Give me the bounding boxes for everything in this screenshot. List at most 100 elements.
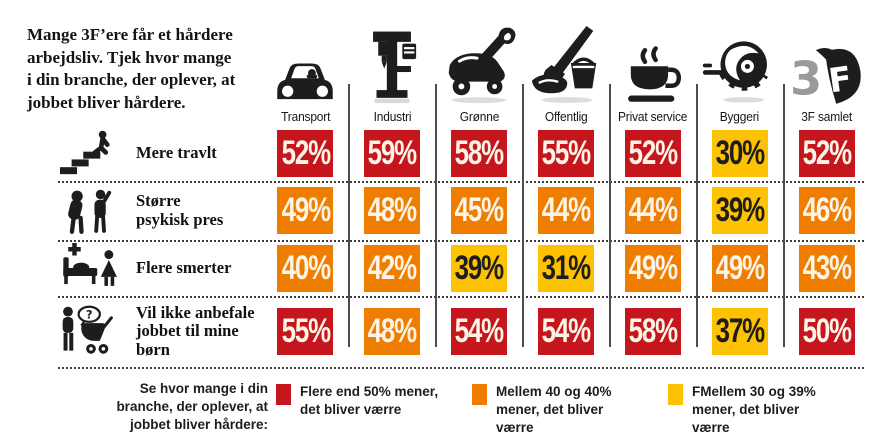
legend-intro: Se hvor mange i din branche, der oplever… — [116, 381, 268, 433]
value-cell: 39% — [711, 187, 768, 234]
cell: 46% — [783, 187, 870, 234]
row-label: Mere travlt — [136, 143, 217, 163]
cell: 48% — [349, 187, 436, 234]
row-label: Større psykisk pres — [136, 191, 224, 229]
cell: 37% — [696, 308, 783, 355]
value-text: 46% — [802, 191, 851, 229]
value-cell: 54% — [537, 308, 594, 355]
drill-press-icon — [361, 26, 423, 106]
column-header-3f-samlet: 3 F 3F samlet — [783, 6, 870, 124]
value-text: 50% — [802, 312, 851, 350]
psychic-pressure-icon — [58, 185, 124, 237]
cell: 58% — [609, 308, 696, 355]
lawn-mower-icon — [438, 24, 520, 106]
value-text: 58% — [454, 134, 504, 172]
value-text: 43% — [802, 248, 851, 287]
intro-text: Mange 3F’ere får et hårdere arbejdsliv. … — [27, 25, 236, 112]
svg-text:F: F — [826, 59, 854, 101]
cell: 39% — [436, 244, 523, 292]
cell: 42% — [349, 244, 436, 292]
value-cell: 43% — [798, 244, 855, 292]
row-divider — [58, 240, 864, 242]
cell: 50% — [783, 308, 870, 355]
legend-label: Mellem 40 og 40% mener, det bliver værre — [496, 384, 612, 436]
column-header-offentlig: Offentlig — [523, 6, 610, 124]
column-divider — [522, 84, 524, 347]
coffee-cup-icon — [621, 46, 685, 106]
value-cell: 54% — [451, 308, 508, 355]
row-label: Vil ikke anbefale jobbet til mine børn — [136, 302, 255, 359]
value-text: 37% — [715, 312, 765, 350]
cell: 49% — [262, 187, 349, 234]
value-text: 52% — [628, 134, 678, 172]
row-header: Større psykisk pres — [0, 185, 262, 237]
column-label: Grønne — [459, 109, 499, 124]
cell: 40% — [262, 244, 349, 292]
cell: 55% — [262, 308, 349, 355]
cell: 30% — [696, 130, 783, 177]
value-cell: 49% — [624, 244, 681, 292]
legend-item-red: Flere end 50% mener, det bliver værre — [276, 383, 438, 419]
value-text: 49% — [281, 191, 330, 229]
cell: 49% — [609, 244, 696, 292]
mop-bucket-icon — [528, 24, 604, 106]
column-divider — [609, 84, 611, 347]
cell: 52% — [783, 130, 870, 177]
value-cell: 52% — [624, 130, 681, 177]
column-divider — [435, 84, 437, 347]
value-cell: 42% — [364, 244, 421, 292]
orange-swatch — [472, 384, 487, 405]
sickbed-icon — [58, 243, 124, 293]
car-icon — [272, 54, 338, 106]
cell: 58% — [436, 130, 523, 177]
value-text: 49% — [628, 248, 678, 287]
value-text: 58% — [628, 312, 678, 350]
cell: 55% — [523, 130, 610, 177]
data-rows: Mere travlt 52% 59% 58% 55% 52% 30% 52% — [0, 126, 870, 367]
column-divider — [783, 84, 785, 347]
value-cell: 44% — [537, 187, 594, 234]
value-text: 45% — [454, 191, 504, 229]
column-label: Byggeri — [720, 109, 760, 124]
cell: 54% — [523, 308, 610, 355]
column-header-gronne: Grønne — [436, 6, 523, 124]
cell: 59% — [349, 130, 436, 177]
cell: 45% — [436, 187, 523, 234]
table-row-mere-travlt: Mere travlt 52% 59% 58% 55% 52% 30% 52% — [0, 126, 870, 181]
column-divider — [348, 84, 350, 347]
cell: 52% — [262, 130, 349, 177]
value-cell: 48% — [364, 187, 421, 234]
column-label: Privat service — [618, 109, 688, 124]
value-cell: 46% — [798, 187, 855, 234]
table-row-flere-smerter: Flere smerter 40% 42% 39% 31% 49% 49% 43… — [0, 240, 870, 296]
value-cell: 45% — [451, 187, 508, 234]
cell: 39% — [696, 187, 783, 234]
value-cell: 37% — [711, 308, 768, 355]
value-cell: 52% — [277, 130, 334, 177]
value-cell: 59% — [364, 130, 421, 177]
value-text: 48% — [368, 191, 417, 229]
cell: 49% — [696, 244, 783, 292]
value-text: 48% — [368, 312, 417, 350]
3f-logo-icon: 3 F — [790, 46, 864, 106]
cell: 43% — [783, 244, 870, 292]
value-cell: 49% — [277, 187, 334, 234]
circular-saw-icon — [701, 38, 779, 106]
value-cell: 55% — [537, 130, 594, 177]
cell: 44% — [523, 187, 610, 234]
row-header: Flere smerter — [0, 243, 262, 293]
value-cell: 48% — [364, 308, 421, 355]
column-label: Offentlig — [544, 109, 588, 124]
yellow-swatch — [668, 384, 683, 405]
column-label: 3F samlet — [801, 109, 852, 124]
row-label: Flere smerter — [136, 257, 232, 277]
column-headers: Transport Industri — [262, 4, 870, 124]
value-text: 40% — [281, 248, 330, 287]
svg-text:3: 3 — [790, 52, 822, 106]
value-text: 30% — [715, 134, 765, 172]
column-divider — [696, 84, 698, 347]
column-label: Transport — [280, 109, 330, 124]
table-row-psykisk-pres: Større psykisk pres 49% 48% 45% 44% 44% … — [0, 181, 870, 240]
value-text: 52% — [281, 134, 330, 172]
